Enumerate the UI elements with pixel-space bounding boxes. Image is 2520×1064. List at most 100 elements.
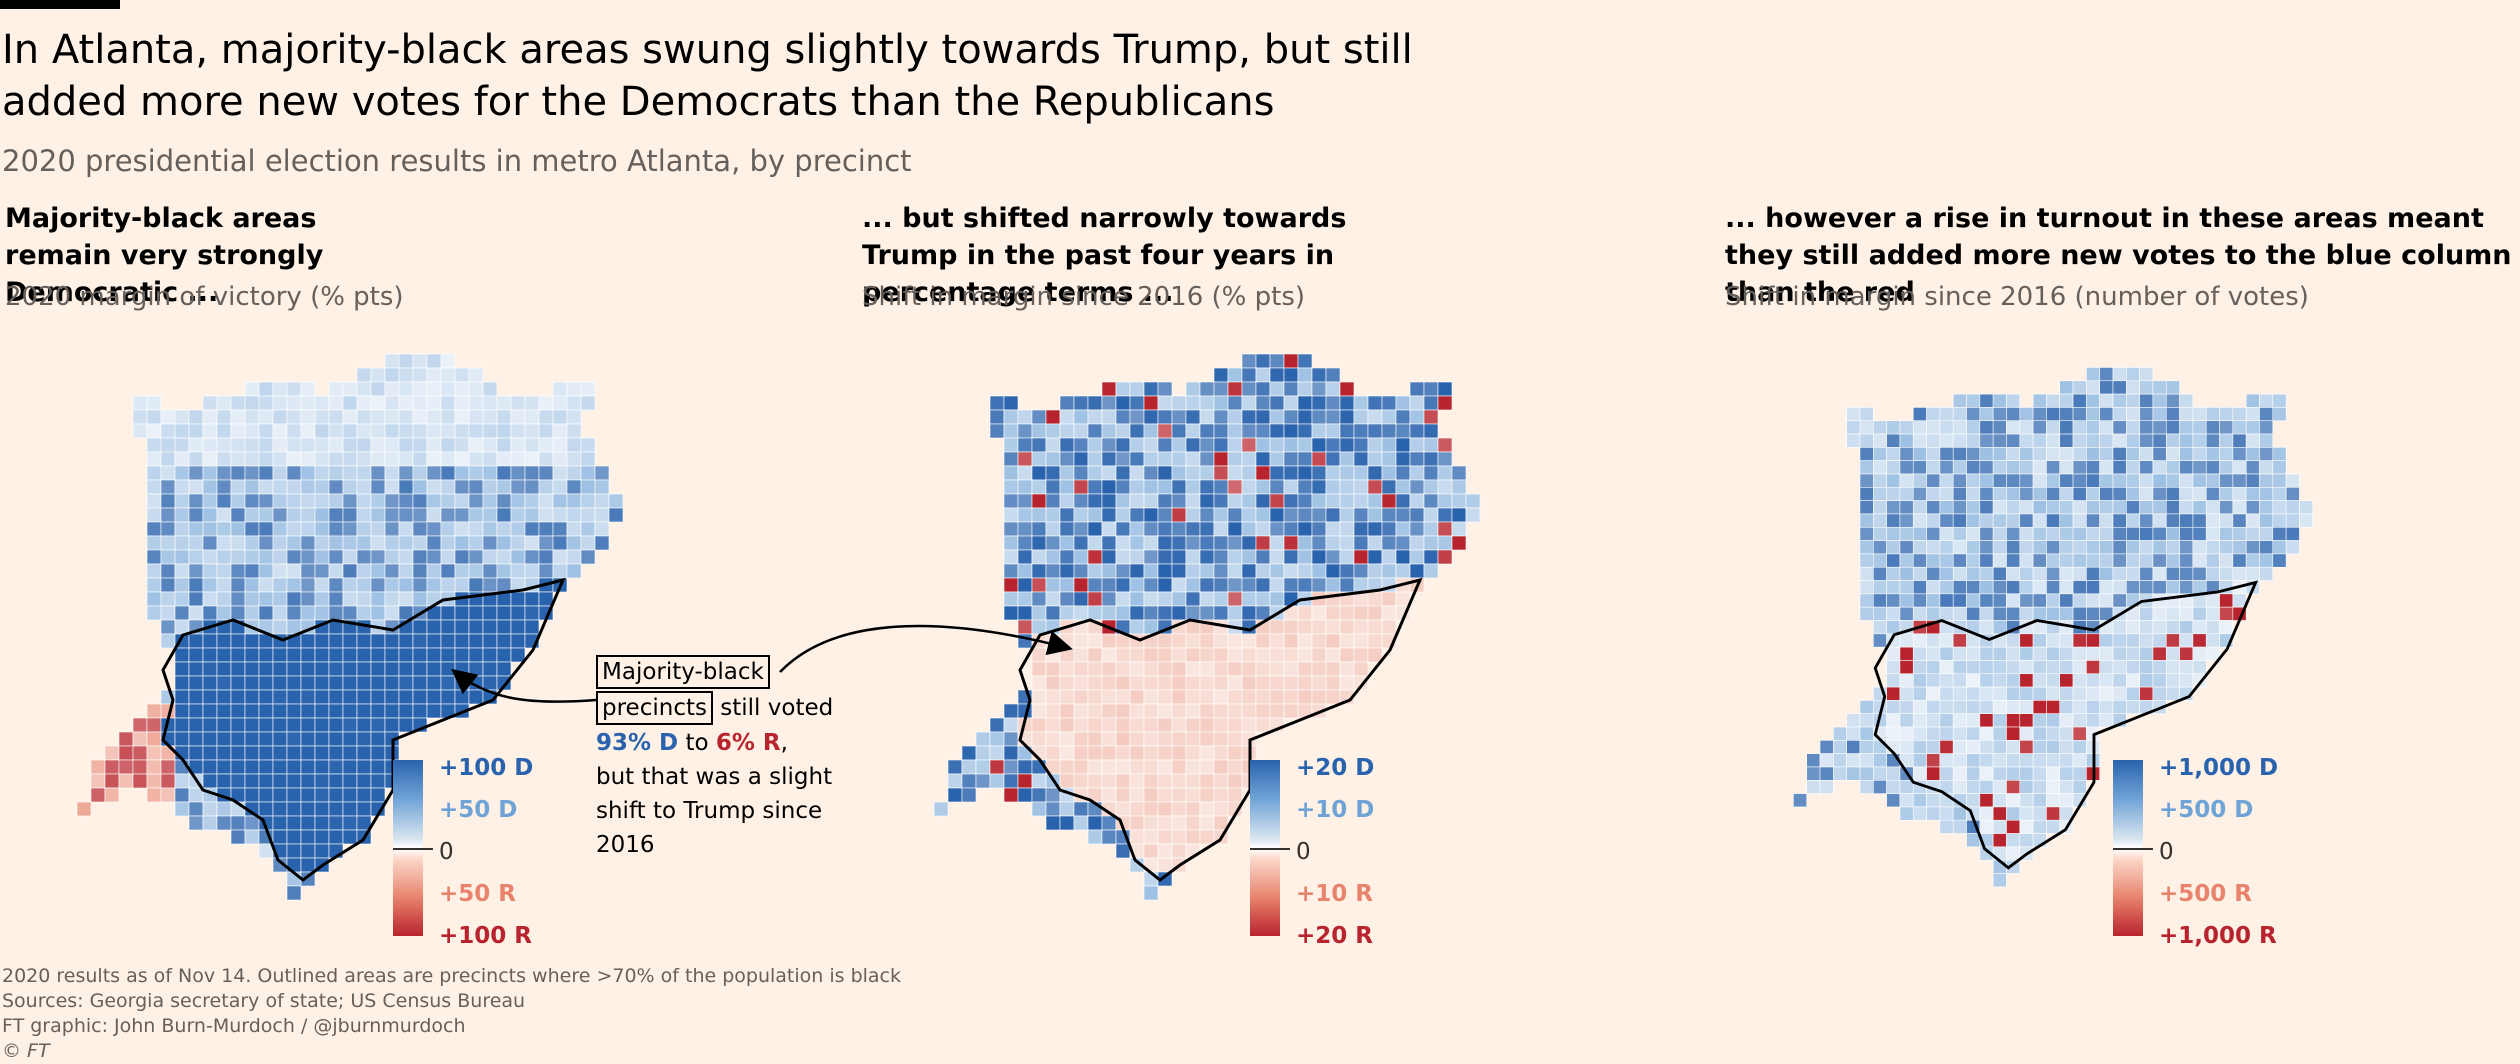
- precinct-cell: [300, 647, 316, 663]
- precinct-cell: [1367, 549, 1383, 565]
- precinct-cell: [2086, 713, 2100, 728]
- precinct-cell: [258, 773, 274, 789]
- precinct-cell: [2072, 500, 2087, 515]
- precinct-cell: [1886, 513, 1901, 528]
- precinct-cell: [1339, 479, 1355, 495]
- precinct-cell: [342, 605, 358, 621]
- precinct-cell: [146, 759, 162, 775]
- precinct-cell: [566, 521, 582, 537]
- precinct-cell: [384, 605, 400, 621]
- precinct-cell: [286, 675, 302, 691]
- precinct-cell: [989, 423, 1005, 439]
- precinct-cell: [1952, 553, 1967, 568]
- precinct-cell: [286, 717, 302, 733]
- precinct-cell: [174, 521, 190, 537]
- precinct-cell: [2179, 553, 2194, 568]
- precinct-cell: [398, 409, 414, 425]
- precinct-cell: [2086, 660, 2100, 675]
- precinct-cell: [1059, 493, 1075, 509]
- precinct-cell: [1409, 563, 1425, 579]
- precinct-cell: [482, 535, 498, 551]
- precinct-cell: [1367, 619, 1383, 635]
- precinct-cell: [1157, 479, 1173, 495]
- precinct-cell: [1031, 535, 1047, 551]
- precinct-cell: [454, 395, 470, 411]
- precinct-cell: [160, 423, 176, 439]
- precinct-cell: [1227, 605, 1243, 621]
- precinct-cell: [1939, 433, 1954, 448]
- precinct-cell: [286, 465, 302, 481]
- precinct-cell: [2126, 580, 2140, 595]
- precinct-cell: [566, 451, 582, 467]
- precinct-cell: [244, 507, 260, 523]
- precinct-cell: [132, 717, 148, 733]
- precinct-cell: [1073, 563, 1089, 579]
- precinct-cell: [1087, 437, 1103, 453]
- precinct-cell: [1297, 451, 1313, 467]
- precinct-cell: [1227, 367, 1243, 383]
- precinct-cell: [1017, 577, 1033, 593]
- precinct-cell: [174, 465, 190, 481]
- precinct-cell: [2126, 367, 2140, 382]
- precinct-cell: [1966, 713, 1981, 728]
- precinct-cell: [1157, 493, 1173, 509]
- precinct-cell: [1899, 700, 1914, 714]
- precinct-cell: [2072, 540, 2087, 555]
- precinct-cell: [1992, 646, 2007, 661]
- precinct-cell: [1059, 647, 1075, 663]
- precinct-cell: [1367, 451, 1383, 467]
- precinct-cell: [202, 815, 218, 831]
- precinct-cell: [1297, 507, 1313, 523]
- precinct-cell: [1912, 660, 1927, 675]
- precinct-cell: [286, 829, 302, 845]
- precinct-cell: [258, 563, 274, 579]
- precinct-cell: [1979, 566, 1994, 581]
- precinct-cell: [300, 773, 316, 789]
- precinct-cell: [412, 703, 428, 719]
- precinct-cell: [454, 661, 470, 677]
- precinct-cell: [258, 731, 274, 747]
- precinct-cell: [2139, 420, 2154, 435]
- precinct-cell: [1833, 726, 1847, 741]
- precinct-cell: [300, 745, 316, 761]
- precinct-cell: [1045, 647, 1061, 663]
- precinct-cell: [1059, 773, 1075, 789]
- precinct-cell: [258, 689, 274, 705]
- precinct-cell: [2072, 633, 2087, 648]
- footer: 2020 results as of Nov 14. Outlined area…: [2, 964, 901, 1064]
- precinct-cell: [1073, 423, 1089, 439]
- precinct-cell: [1283, 647, 1299, 663]
- precinct-cell: [989, 759, 1005, 775]
- precinct-cell: [2072, 526, 2087, 541]
- precinct-cell: [482, 493, 498, 509]
- precinct-cell: [1952, 580, 1967, 595]
- precinct-cell: [2112, 566, 2127, 581]
- precinct-cell: [1101, 563, 1117, 579]
- precinct-cell: [1143, 759, 1159, 775]
- precinct-cell: [1115, 577, 1131, 593]
- precinct-cell: [2179, 407, 2194, 422]
- precinct-cell: [2032, 793, 2047, 808]
- precinct-cell: [454, 381, 470, 397]
- precinct-cell: [1979, 513, 1994, 528]
- precinct-cell: [2126, 553, 2140, 568]
- precinct-cell: [1115, 549, 1131, 565]
- precinct-cell: [1992, 700, 2007, 714]
- precinct-cell: [272, 689, 288, 705]
- precinct-cell: [1873, 753, 1887, 768]
- precinct-cell: [1966, 487, 1981, 501]
- precinct-cell: [1325, 633, 1341, 649]
- precinct-cell: [1311, 381, 1327, 397]
- precinct-cell: [2086, 393, 2100, 408]
- precinct-cell: [1213, 605, 1229, 621]
- precinct-cell: [1859, 487, 1874, 501]
- precinct-cell: [384, 353, 400, 369]
- precinct-cell: [1073, 577, 1089, 593]
- precinct-cell: [989, 773, 1005, 789]
- precinct-cell: [2006, 460, 2021, 475]
- precinct-cell: [1939, 819, 1954, 834]
- precinct-cell: [258, 647, 274, 663]
- precinct-cell: [1185, 493, 1201, 509]
- precinct-cell: [580, 381, 596, 397]
- precinct-cell: [342, 815, 358, 831]
